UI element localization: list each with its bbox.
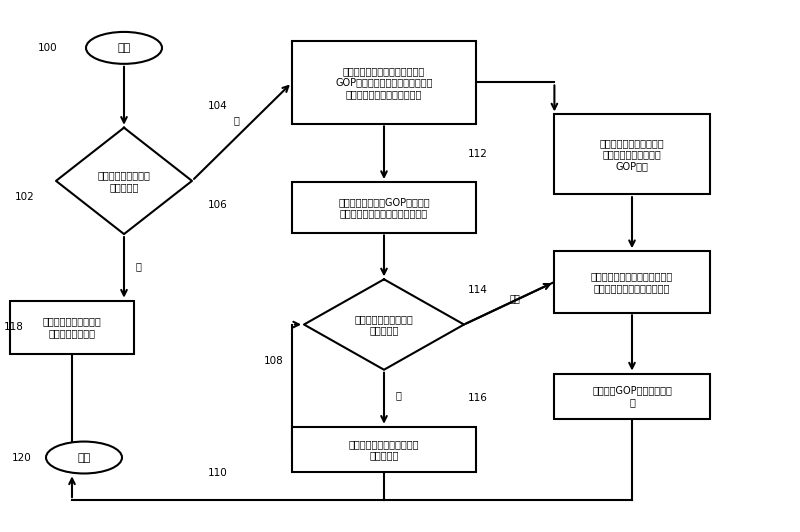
Text: 110: 110 xyxy=(208,469,228,478)
Text: 112: 112 xyxy=(468,149,488,159)
Polygon shape xyxy=(304,279,464,370)
FancyBboxPatch shape xyxy=(292,427,476,472)
Text: 104: 104 xyxy=(208,102,228,111)
Text: 106: 106 xyxy=(208,200,228,210)
Text: 对音频帧与空壳视频帧进
行多任务处理直到当前
GOP完成: 对音频帧与空壳视频帧进 行多任务处理直到当前 GOP完成 xyxy=(600,138,664,171)
FancyBboxPatch shape xyxy=(554,252,710,313)
FancyBboxPatch shape xyxy=(292,41,476,124)
Text: 102: 102 xyxy=(14,192,34,202)
Text: 否: 否 xyxy=(396,390,402,400)
Text: 120: 120 xyxy=(12,453,32,462)
FancyBboxPatch shape xyxy=(554,114,710,194)
Text: 开始: 开始 xyxy=(118,43,130,53)
Ellipse shape xyxy=(46,442,122,473)
Text: 否: 否 xyxy=(136,261,142,271)
Text: 是: 是 xyxy=(513,293,519,303)
Text: 完成当前GOP并继续正常流
程: 完成当前GOP并继续正常流 程 xyxy=(592,386,672,407)
Text: 108: 108 xyxy=(264,356,284,365)
Text: 将进行多任务处理的空壳视频帧
的持续时间加入到总录制时间: 将进行多任务处理的空壳视频帧 的持续时间加入到总录制时间 xyxy=(591,271,673,293)
Text: 100: 100 xyxy=(38,43,58,53)
FancyBboxPatch shape xyxy=(10,301,134,354)
Ellipse shape xyxy=(86,32,162,64)
Text: 是: 是 xyxy=(509,293,515,303)
Text: 116: 116 xyxy=(468,393,488,403)
Text: 是否侦测到视频编码
器异常中断: 是否侦测到视频编码 器异常中断 xyxy=(98,170,150,192)
Text: 结束: 结束 xyxy=(78,453,90,462)
Text: 以正常流程对音频视频
帧进行多任务处理: 以正常流程对音频视频 帧进行多任务处理 xyxy=(42,317,102,338)
Text: 重新启动视频编码器，利用当前
GOP的最近一个编码后的视频帧作
为参考以产生多个空壳视频帧: 重新启动视频编码器，利用当前 GOP的最近一个编码后的视频帧作 为参考以产生多个… xyxy=(335,66,433,99)
Polygon shape xyxy=(56,128,192,234)
Text: 是: 是 xyxy=(233,115,239,124)
Text: 114: 114 xyxy=(468,285,488,295)
FancyBboxPatch shape xyxy=(292,182,476,233)
Text: 对音频帧与空壳视频帧进行
多任务处理: 对音频帧与空壳视频帧进行 多任务处理 xyxy=(349,439,419,460)
Text: 是否有新的视频帧来自
视频编码器: 是否有新的视频帧来自 视频编码器 xyxy=(354,314,414,335)
FancyBboxPatch shape xyxy=(554,374,710,419)
Text: 将一个或多个当前GOP的多任务
处理后的视频帧替换为空壳视频帧: 将一个或多个当前GOP的多任务 处理后的视频帧替换为空壳视频帧 xyxy=(338,197,430,218)
Text: 118: 118 xyxy=(4,322,24,332)
